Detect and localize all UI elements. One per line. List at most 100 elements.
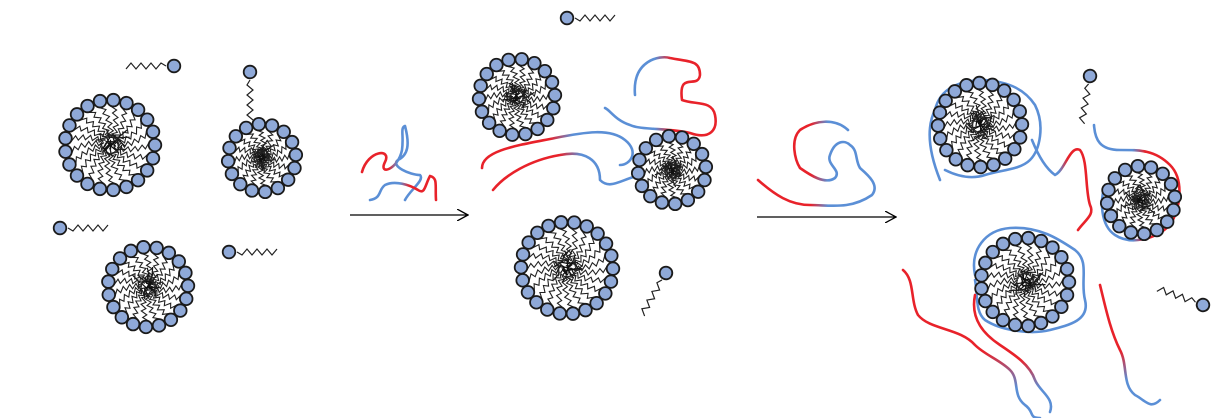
tail bbox=[256, 129, 268, 156]
head-group bbox=[972, 75, 987, 91]
tail bbox=[114, 107, 128, 142]
head-group bbox=[1167, 189, 1183, 205]
core-chain bbox=[259, 157, 264, 161]
head-group bbox=[80, 98, 95, 114]
tail bbox=[515, 102, 537, 124]
tail bbox=[567, 275, 595, 299]
tail bbox=[265, 142, 287, 161]
core-chain bbox=[1026, 276, 1030, 281]
head-group bbox=[288, 147, 304, 163]
tail bbox=[666, 172, 678, 199]
head-group bbox=[69, 168, 85, 183]
head-group bbox=[62, 157, 77, 172]
micelle bbox=[58, 92, 163, 198]
surfactant bbox=[559, 10, 616, 26]
polymer bbox=[972, 293, 1053, 414]
tail bbox=[112, 151, 144, 170]
head-group bbox=[257, 184, 273, 200]
tail bbox=[671, 173, 696, 190]
tail bbox=[995, 254, 1025, 275]
tail bbox=[116, 130, 148, 149]
head-group bbox=[578, 302, 593, 318]
tail bbox=[527, 252, 563, 265]
tail bbox=[1138, 203, 1157, 225]
head-group bbox=[686, 136, 701, 152]
tail bbox=[1144, 184, 1166, 203]
tail bbox=[487, 94, 512, 112]
tail bbox=[986, 110, 1014, 128]
head-group bbox=[566, 215, 582, 230]
tail bbox=[561, 274, 575, 308]
head-group bbox=[565, 306, 581, 321]
head-group bbox=[178, 265, 193, 281]
tail bbox=[991, 279, 1019, 301]
head-group bbox=[938, 93, 953, 109]
tail bbox=[574, 254, 606, 272]
head-group bbox=[973, 159, 988, 175]
tail bbox=[979, 131, 1004, 155]
head-group bbox=[1007, 142, 1022, 157]
head-group bbox=[136, 240, 151, 255]
micelle bbox=[1099, 158, 1183, 242]
head-group bbox=[661, 128, 677, 144]
tail bbox=[521, 92, 550, 104]
tail bbox=[528, 264, 560, 282]
head-group bbox=[1021, 230, 1036, 246]
tail bbox=[522, 73, 542, 98]
tail bbox=[957, 126, 975, 157]
head-group bbox=[1155, 166, 1170, 182]
tail bbox=[673, 170, 700, 182]
head-group bbox=[1099, 195, 1115, 211]
head-group bbox=[173, 303, 188, 318]
head-group bbox=[501, 52, 516, 68]
tail bbox=[103, 151, 116, 185]
head-group bbox=[985, 304, 1000, 320]
micelle bbox=[513, 215, 621, 321]
head-group bbox=[540, 112, 555, 128]
tail bbox=[574, 244, 601, 270]
head-group bbox=[985, 77, 1000, 93]
tail bbox=[146, 292, 170, 316]
tail bbox=[944, 110, 977, 123]
polymer bbox=[603, 56, 717, 137]
tail bbox=[675, 146, 692, 171]
head-group bbox=[1166, 202, 1181, 218]
tail bbox=[977, 131, 995, 159]
tail bbox=[1032, 258, 1057, 283]
tail bbox=[574, 14, 616, 22]
head-group bbox=[546, 101, 561, 116]
tail bbox=[982, 89, 995, 122]
head-group bbox=[287, 160, 302, 176]
tail bbox=[122, 261, 148, 282]
tail bbox=[559, 228, 573, 262]
head-group bbox=[513, 260, 529, 275]
tail bbox=[1029, 285, 1063, 297]
tail bbox=[152, 283, 183, 294]
head-group bbox=[1136, 226, 1152, 242]
head-group bbox=[514, 52, 529, 67]
tail bbox=[965, 128, 978, 161]
head-group bbox=[589, 295, 604, 311]
polymer bbox=[491, 152, 642, 192]
micelle bbox=[101, 240, 196, 335]
tail bbox=[1018, 287, 1031, 321]
head-group bbox=[986, 157, 1001, 172]
tail bbox=[669, 173, 688, 195]
tail bbox=[117, 120, 143, 146]
head-group bbox=[515, 247, 531, 262]
tail bbox=[67, 224, 109, 232]
tail bbox=[259, 161, 278, 183]
tail bbox=[989, 262, 1022, 278]
head-group bbox=[1012, 130, 1028, 145]
head-group bbox=[171, 254, 186, 269]
core-chain bbox=[565, 260, 570, 265]
head-group bbox=[224, 166, 240, 182]
tail bbox=[153, 272, 180, 290]
head-group bbox=[1007, 317, 1023, 333]
head-group bbox=[179, 291, 194, 307]
core-chain bbox=[1017, 284, 1026, 292]
tail bbox=[983, 127, 1016, 140]
head-group bbox=[242, 64, 258, 80]
head-group bbox=[530, 121, 545, 137]
head-group bbox=[228, 129, 244, 144]
